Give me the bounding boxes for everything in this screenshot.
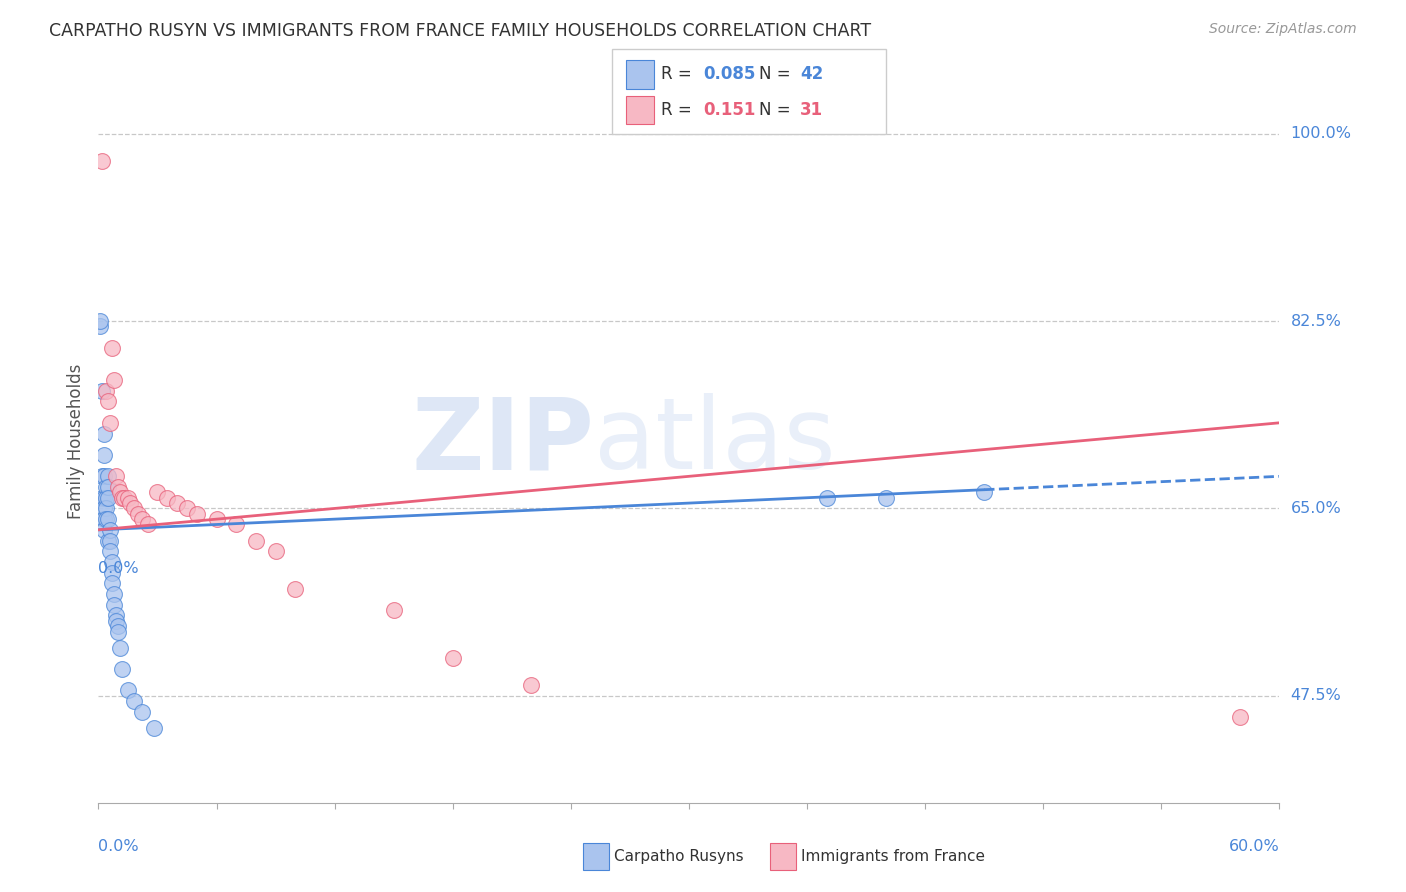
Text: N =: N =: [759, 101, 796, 119]
Point: [117, 491, 139, 505]
Text: CARPATHO RUSYN VS IMMIGRANTS FROM FRANCE FAMILY HOUSEHOLDS CORRELATION CHART: CARPATHO RUSYN VS IMMIGRANTS FROM FRANCE…: [49, 22, 872, 40]
Text: 0.0%: 0.0%: [98, 561, 139, 575]
Point: [98, 523, 121, 537]
Point: [91, 491, 114, 505]
Point: [98, 533, 121, 548]
Point: [245, 533, 267, 548]
Point: [96, 491, 118, 505]
Point: [96, 384, 118, 398]
Point: [103, 598, 125, 612]
Point: [973, 485, 995, 500]
Point: [89, 319, 111, 334]
Point: [107, 480, 129, 494]
Text: atlas: atlas: [595, 393, 837, 490]
Point: [93, 523, 115, 537]
Point: [136, 517, 159, 532]
Text: 65.0%: 65.0%: [1291, 501, 1341, 516]
Point: [146, 485, 169, 500]
Point: [127, 507, 149, 521]
Text: 82.5%: 82.5%: [1291, 314, 1341, 328]
Point: [91, 469, 114, 483]
Point: [91, 384, 114, 398]
Point: [264, 544, 287, 558]
Point: [101, 555, 124, 569]
Point: [97, 480, 120, 494]
Point: [117, 683, 139, 698]
Text: 0.085: 0.085: [703, 65, 755, 84]
Point: [91, 153, 114, 168]
Point: [142, 721, 165, 735]
Point: [107, 619, 129, 633]
Point: [103, 587, 125, 601]
Text: 0.151: 0.151: [703, 101, 755, 119]
Point: [93, 491, 115, 505]
Point: [105, 614, 128, 628]
Text: Source: ZipAtlas.com: Source: ZipAtlas.com: [1209, 22, 1357, 37]
Point: [108, 640, 131, 655]
Point: [131, 512, 153, 526]
Point: [96, 501, 118, 516]
Point: [96, 480, 118, 494]
Point: [131, 705, 153, 719]
Point: [176, 501, 198, 516]
Point: [441, 651, 464, 665]
Text: 31: 31: [800, 101, 823, 119]
Point: [815, 491, 838, 505]
Text: 47.5%: 47.5%: [1291, 689, 1341, 703]
Point: [122, 694, 145, 708]
Point: [108, 485, 131, 500]
Point: [93, 469, 115, 483]
Point: [1229, 710, 1251, 724]
Point: [103, 373, 125, 387]
Point: [122, 501, 145, 516]
Point: [186, 507, 208, 521]
Point: [101, 566, 124, 580]
Point: [105, 469, 128, 483]
Point: [93, 501, 115, 516]
Point: [107, 624, 129, 639]
Point: [111, 662, 134, 676]
Point: [89, 314, 111, 328]
Point: [111, 491, 134, 505]
Point: [382, 603, 405, 617]
Point: [112, 491, 135, 505]
Text: Carpatho Rusyns: Carpatho Rusyns: [614, 849, 744, 863]
Text: R =: R =: [661, 101, 702, 119]
Text: N =: N =: [759, 65, 796, 84]
Point: [96, 512, 118, 526]
Point: [97, 491, 120, 505]
Point: [520, 678, 543, 692]
Point: [97, 512, 120, 526]
Text: R =: R =: [661, 65, 697, 84]
Point: [93, 512, 115, 526]
Point: [166, 496, 188, 510]
Point: [101, 576, 124, 591]
Text: ZIP: ZIP: [412, 393, 595, 490]
Text: 100.0%: 100.0%: [1291, 127, 1351, 141]
Text: Immigrants from France: Immigrants from France: [801, 849, 986, 863]
Point: [97, 469, 120, 483]
Point: [97, 394, 120, 409]
Point: [93, 426, 115, 441]
Text: 42: 42: [800, 65, 824, 84]
Point: [93, 448, 115, 462]
Point: [205, 512, 228, 526]
Point: [98, 416, 121, 430]
Point: [101, 341, 124, 355]
Point: [225, 517, 247, 532]
Point: [97, 533, 120, 548]
Point: [105, 608, 128, 623]
Text: 60.0%: 60.0%: [1229, 838, 1279, 854]
Point: [98, 544, 121, 558]
Text: 0.0%: 0.0%: [98, 838, 139, 854]
Y-axis label: Family Households: Family Households: [66, 364, 84, 519]
Point: [156, 491, 179, 505]
Point: [875, 491, 897, 505]
Point: [118, 496, 141, 510]
Point: [284, 582, 307, 596]
